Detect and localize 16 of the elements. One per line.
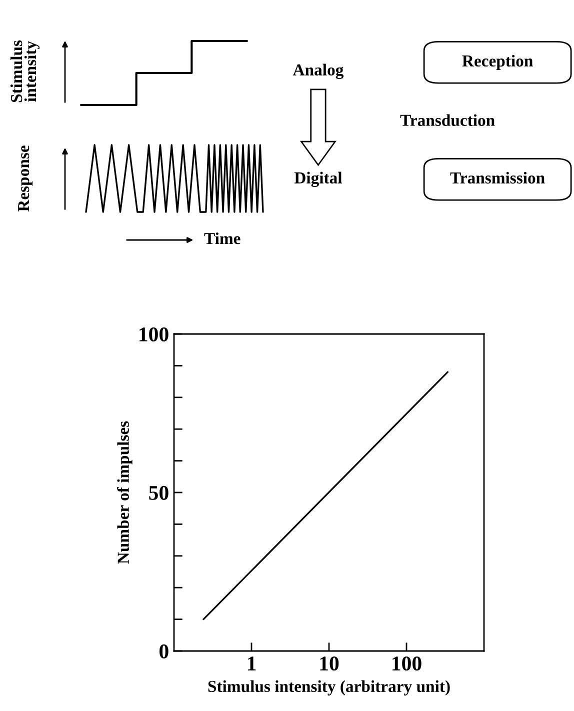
- text: Transduction: [400, 114, 495, 126]
- x-axis-title: Time: [204, 232, 240, 244]
- y-tick-label: 50: [149, 486, 168, 500]
- x-tick-label: 10: [320, 656, 339, 671]
- y-tick-label: 0: [160, 644, 168, 658]
- text: Transmission: [450, 172, 545, 184]
- y-axis-title: Response: [18, 146, 33, 212]
- x-tick-label: 100: [392, 656, 422, 671]
- y-axis-title: Stimulus intensity: [10, 40, 40, 102]
- y-tick-label: 100: [140, 327, 168, 342]
- y-axis-title: Number of impulses: [117, 421, 132, 564]
- x-tick-label: 1: [248, 656, 256, 670]
- text: Digital: [294, 172, 342, 188]
- text: Analog: [292, 64, 344, 80]
- text: Reception: [462, 54, 533, 70]
- x-axis-title: Stimulus intensity (arbitrary unit): [208, 680, 450, 696]
